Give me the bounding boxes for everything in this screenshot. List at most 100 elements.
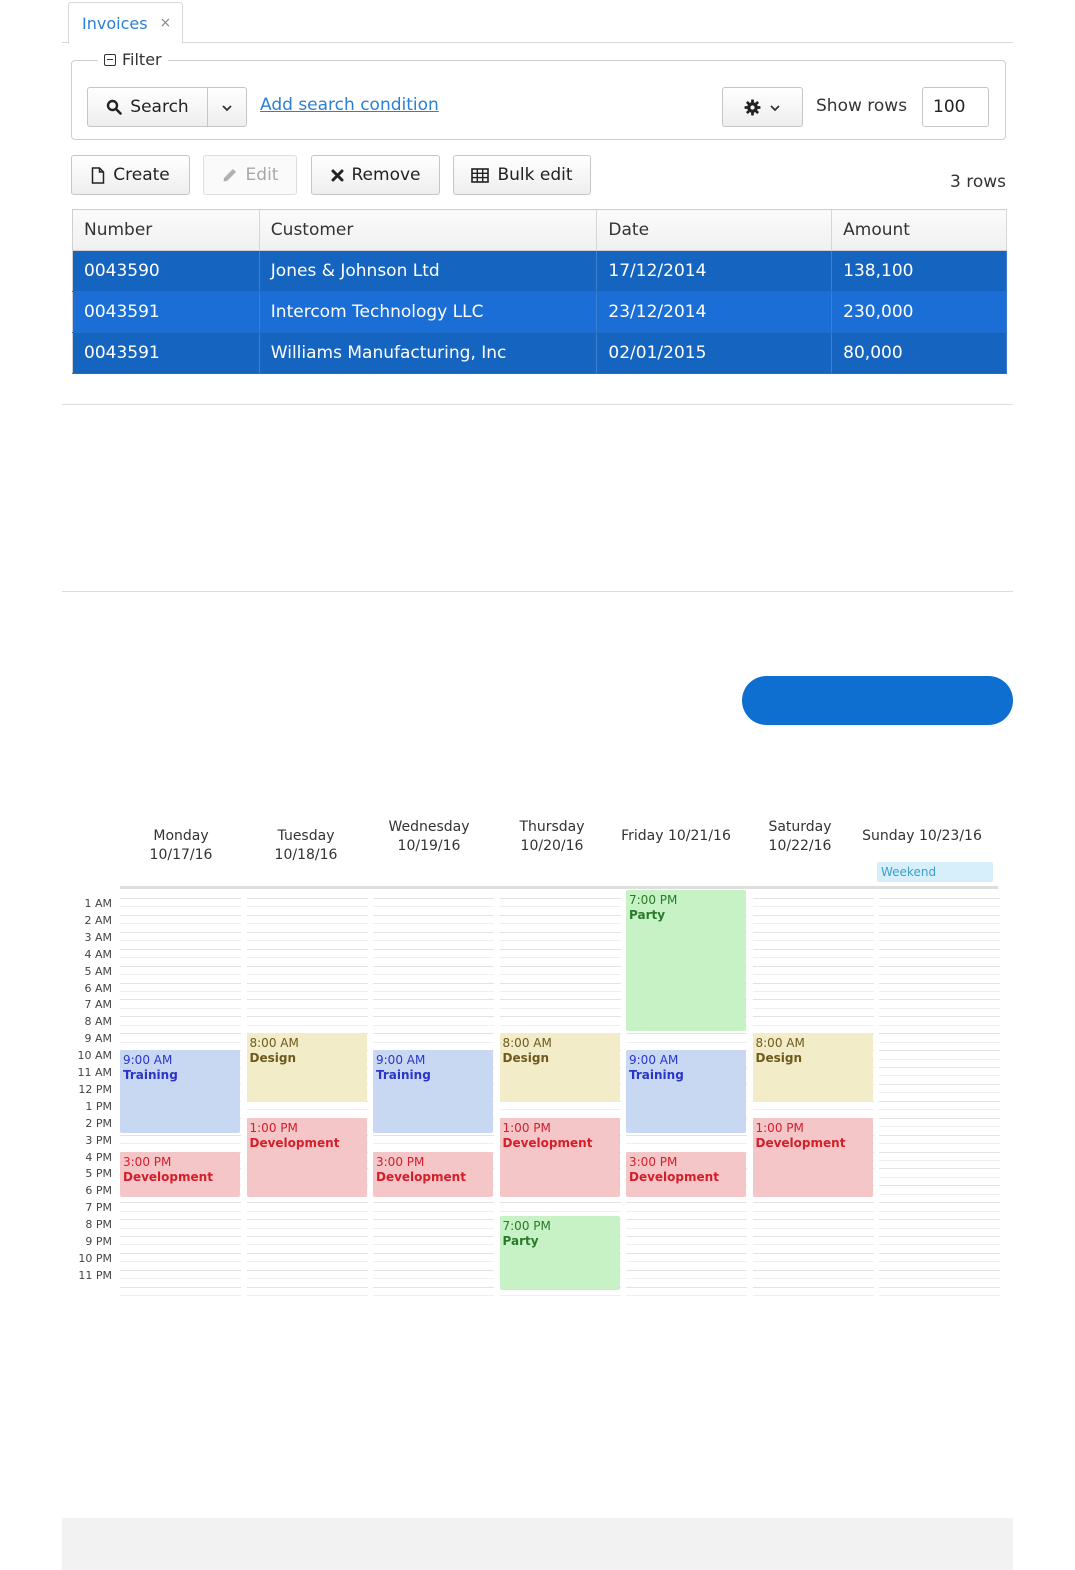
grid-line: [879, 1278, 1000, 1280]
day-column[interactable]: [879, 890, 1000, 1297]
day-column[interactable]: 9:00 AM Training 3:00 PM Development: [373, 890, 494, 1297]
day-column[interactable]: 8:00 AM Design 1:00 PM Development: [246, 890, 368, 1297]
calendar-event[interactable]: 3:00 PM Development: [626, 1151, 746, 1197]
column-header-customer[interactable]: Customer: [259, 209, 598, 251]
calendar-event[interactable]: 9:00 AM Training: [626, 1050, 746, 1133]
column-header-amount[interactable]: Amount: [831, 209, 1007, 251]
filter-legend[interactable]: Filter: [98, 50, 168, 69]
cell-amount[interactable]: 138,100: [831, 250, 1007, 292]
column-header-date[interactable]: Date: [596, 209, 833, 251]
grid-line: [752, 1219, 874, 1221]
search-button[interactable]: Search: [87, 87, 208, 127]
calendar-event[interactable]: 9:00 AM Training: [373, 1050, 493, 1133]
grid-line: [879, 982, 1000, 984]
calendar-event[interactable]: 1:00 PM Development: [752, 1117, 873, 1197]
cell-amount[interactable]: 80,000: [831, 332, 1007, 374]
grid-line: [752, 1109, 874, 1111]
collapse-icon[interactable]: [104, 53, 116, 66]
calendar-event[interactable]: 8:00 AM Design: [246, 1033, 367, 1103]
day-column[interactable]: 7:00 PM Party 9:00 AM Training 3:00 PM Develo…: [626, 890, 747, 1297]
tab-label[interactable]: Invoices: [82, 13, 148, 33]
edit-button[interactable]: Edit: [203, 155, 297, 195]
cell-customer[interactable]: Intercom Technology LLC: [259, 291, 598, 333]
table-row[interactable]: 0043590 Jones & Johnson Ltd 17/12/2014 1…: [72, 250, 1007, 292]
cell-customer[interactable]: Williams Manufacturing, Inc: [259, 332, 598, 374]
calendar-event[interactable]: 7:00 PM Party: [626, 890, 746, 1032]
grid-line: [373, 957, 494, 959]
calendar-event[interactable]: 7:00 PM Party: [499, 1215, 620, 1290]
grid-line: [246, 982, 368, 984]
day-column[interactable]: 8:00 AM Design 1:00 PM Development 7:00 PM Pa…: [499, 890, 621, 1297]
day-header-monday[interactable]: Monday 10/17/16: [149, 828, 213, 863]
tab-invoices[interactable]: Invoices ×: [68, 2, 183, 44]
cell-number[interactable]: 0043591: [72, 332, 260, 374]
remove-button[interactable]: Remove: [311, 155, 440, 195]
show-rows-input[interactable]: [922, 87, 989, 127]
remove-button-label: Remove: [351, 165, 421, 185]
calendar-event[interactable]: 1:00 PM Development: [246, 1117, 367, 1197]
grid-line: [120, 1024, 241, 1026]
table-row[interactable]: 0043591 Intercom Technology LLC 23/12/20…: [72, 291, 1007, 333]
calendar-event[interactable]: 8:00 AM Design: [499, 1033, 620, 1103]
grid-line: [752, 948, 874, 950]
grid-line: [246, 1210, 368, 1212]
cell-number[interactable]: 0043590: [72, 250, 260, 292]
grid-line: [246, 1295, 368, 1297]
day-header-thursday[interactable]: Thursday 10/20/16: [519, 819, 585, 854]
grid-line: [879, 1117, 1000, 1119]
cell-amount[interactable]: 230,000: [831, 291, 1007, 333]
pencil-icon: [222, 167, 238, 183]
weekend-tag[interactable]: Weekend: [877, 862, 993, 882]
day-column[interactable]: 8:00 AM Design 1:00 PM Development: [752, 890, 874, 1297]
event-title: Development: [123, 1169, 213, 1184]
day-header-sunday[interactable]: Sunday 10/23/16: [862, 828, 982, 844]
column-header-number[interactable]: Number: [72, 209, 260, 251]
primary-pill-button[interactable]: [742, 676, 1013, 725]
grid-line: [120, 1143, 241, 1145]
day-column[interactable]: 9:00 AM Training 3:00 PM Development: [120, 890, 241, 1297]
grid-line: [120, 1210, 241, 1212]
calendar-event[interactable]: 3:00 PM Development: [373, 1151, 493, 1197]
grid-line: [626, 1227, 747, 1229]
calendar-event[interactable]: 9:00 AM Training: [120, 1050, 240, 1133]
event-title: Development: [755, 1135, 846, 1150]
grid-line: [752, 931, 874, 933]
bulk-edit-button[interactable]: Bulk edit: [453, 155, 591, 195]
grid-line: [879, 1176, 1000, 1178]
table-row[interactable]: 0043591 Williams Manufacturing, Inc 02/0…: [72, 332, 1007, 374]
cell-date[interactable]: 02/01/2015: [596, 332, 833, 374]
day-header-tuesday[interactable]: Tuesday 10/18/16: [274, 828, 338, 863]
day-header-saturday[interactable]: Saturday 10/22/16: [768, 819, 832, 854]
grid-line: [752, 1227, 874, 1229]
grid-line: [120, 990, 241, 992]
hour-label: 3 AM: [84, 930, 112, 944]
grid-line: [879, 974, 1000, 976]
hour-label: 11 AM: [77, 1066, 112, 1079]
search-dropdown-button[interactable]: [207, 87, 247, 127]
calendar-event[interactable]: 8:00 AM Design: [752, 1033, 873, 1103]
day-header-friday[interactable]: Friday 10/21/16: [621, 828, 731, 844]
divider: [62, 591, 1013, 592]
add-search-condition-link[interactable]: Add search condition: [260, 95, 439, 115]
create-button[interactable]: Create: [71, 155, 190, 195]
grid-line: [120, 931, 241, 933]
cell-customer[interactable]: Jones & Johnson Ltd: [259, 250, 598, 292]
grid-line: [879, 1159, 1000, 1161]
close-icon[interactable]: ×: [159, 15, 172, 31]
cell-number[interactable]: 0043591: [72, 291, 260, 333]
grid-line: [499, 999, 621, 1001]
grid-line: [752, 965, 874, 967]
settings-dropdown-button[interactable]: [722, 87, 803, 127]
event-time: 9:00 AM: [123, 1053, 173, 1068]
grid-line: [246, 1007, 368, 1009]
day-header-wednesday[interactable]: Wednesday 10/19/16: [388, 819, 470, 854]
cell-date[interactable]: 23/12/2014: [596, 291, 833, 333]
grid-line: [879, 1227, 1000, 1229]
grid-line: [879, 1286, 1000, 1288]
calendar-event[interactable]: 3:00 PM Development: [120, 1151, 240, 1197]
cell-date[interactable]: 17/12/2014: [596, 250, 833, 292]
grid-line: [120, 974, 241, 976]
calendar-event[interactable]: 1:00 PM Development: [499, 1117, 620, 1197]
search-icon: [106, 99, 123, 115]
grid-line: [246, 923, 368, 925]
